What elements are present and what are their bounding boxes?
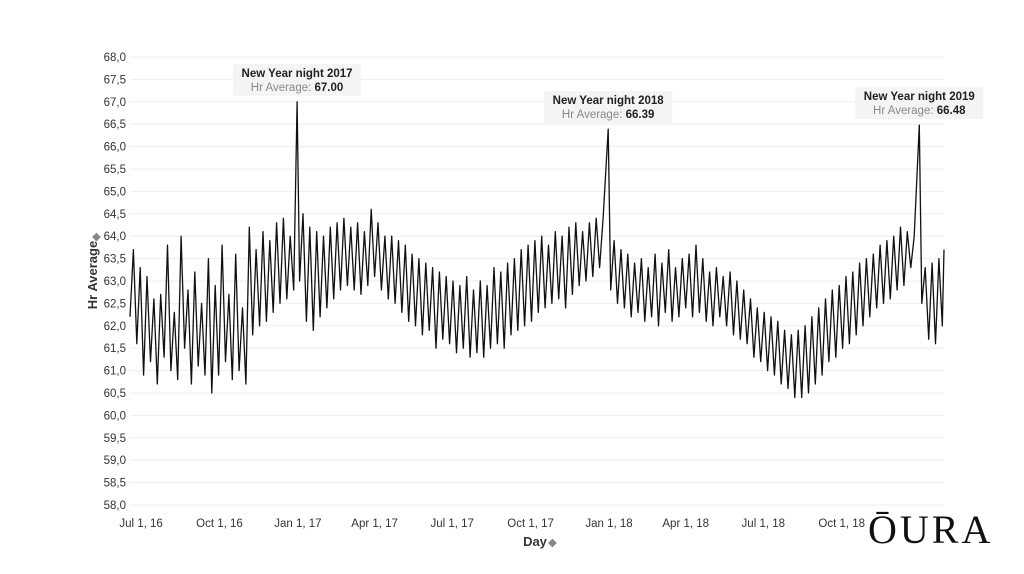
x-tick-label: Apr 1, 17 bbox=[351, 518, 398, 530]
annotation-label: Hr Average: bbox=[251, 82, 315, 94]
x-tick-label: Oct 1, 17 bbox=[507, 518, 554, 530]
annotation-title: New Year night 2017 bbox=[242, 68, 353, 80]
y-tick-label: 59,5 bbox=[104, 433, 126, 445]
y-tick-label: 68,0 bbox=[104, 52, 126, 64]
y-tick-label: 65,0 bbox=[104, 186, 126, 198]
x-axis-title[interactable]: Day bbox=[523, 534, 548, 549]
annotation-label: Hr Average: bbox=[562, 109, 626, 121]
y-tick-label: 63,0 bbox=[104, 276, 126, 288]
x-tick-label: Jul 1, 17 bbox=[430, 518, 473, 530]
y-tick-label: 62,0 bbox=[104, 321, 126, 333]
annotation-box bbox=[233, 63, 362, 96]
annotation-box bbox=[544, 91, 673, 124]
y-tick-label: 64,5 bbox=[104, 209, 126, 221]
y-axis-sort-icon[interactable]: ◆ bbox=[92, 231, 102, 243]
y-tick-label: 60,5 bbox=[104, 388, 126, 400]
x-axis-sort-icon[interactable]: ◆ bbox=[548, 537, 558, 549]
annotation-title: New Year night 2019 bbox=[864, 91, 975, 103]
x-tick-label: Jan 1, 17 bbox=[274, 518, 321, 530]
y-tick-label: 64,0 bbox=[104, 231, 126, 243]
annotation-value-line: Hr Average: 66.39 bbox=[562, 109, 655, 121]
y-tick-label: 66,5 bbox=[104, 119, 126, 131]
x-axis-ticks: Jul 1, 16 Oct 1, 16 Jan 1, 17 Apr 1, 17 Jul … bbox=[119, 518, 865, 530]
x-tick-label: Jan 1, 18 bbox=[585, 518, 632, 530]
y-tick-label: 59,0 bbox=[104, 455, 126, 467]
annotation-value: 67.00 bbox=[315, 82, 344, 94]
oura-logo: ŌURA bbox=[868, 507, 994, 552]
y-tick-label: 60,0 bbox=[104, 410, 126, 422]
y-tick-label: 66,0 bbox=[104, 142, 126, 154]
y-axis-ticks: 68,0 67,5 67,0 66,5 66,0 65,5 65,0 64,5 64,0 63,5… bbox=[104, 52, 126, 512]
y-tick-label: 65,5 bbox=[104, 164, 126, 176]
y-tick-label: 62,5 bbox=[104, 298, 126, 310]
y-tick-label: 63,5 bbox=[104, 254, 126, 266]
annotation-value-line: Hr Average: 67.00 bbox=[251, 82, 344, 94]
y-tick-label: 58,0 bbox=[104, 500, 126, 512]
annotation-title: New Year night 2018 bbox=[553, 95, 665, 107]
y-tick-label: 61,0 bbox=[104, 366, 126, 378]
x-tick-label: Apr 1, 18 bbox=[662, 518, 709, 530]
annotation-value-line: Hr Average: 66.48 bbox=[873, 105, 966, 117]
x-tick-label: Jul 1, 18 bbox=[742, 518, 785, 530]
x-tick-label: Jul 1, 16 bbox=[119, 518, 162, 530]
hr-average-series-line bbox=[129, 101, 945, 399]
x-tick-label: Oct 1, 16 bbox=[196, 518, 243, 530]
annotation-value: 66.48 bbox=[937, 105, 966, 117]
annotation-box bbox=[855, 87, 984, 120]
y-tick-label: 67,0 bbox=[104, 97, 126, 109]
y-tick-label: 67,5 bbox=[104, 74, 126, 86]
annotation-tooltip: New Year night 2017 Hr Average: 67.00 bbox=[233, 63, 362, 96]
y-tick-label: 58,5 bbox=[104, 478, 126, 490]
annotation-tooltip: New Year night 2019 Hr Average: 66.48 bbox=[855, 87, 984, 120]
annotation-tooltip: New Year night 2018 Hr Average: 66.39 bbox=[544, 91, 673, 124]
y-tick-label: 61,5 bbox=[104, 343, 126, 355]
y-axis-title[interactable]: Hr Average bbox=[85, 241, 100, 309]
x-tick-label: Oct 1, 18 bbox=[818, 518, 865, 530]
annotation-value: 66.39 bbox=[626, 109, 655, 121]
annotation-label: Hr Average: bbox=[873, 105, 937, 117]
